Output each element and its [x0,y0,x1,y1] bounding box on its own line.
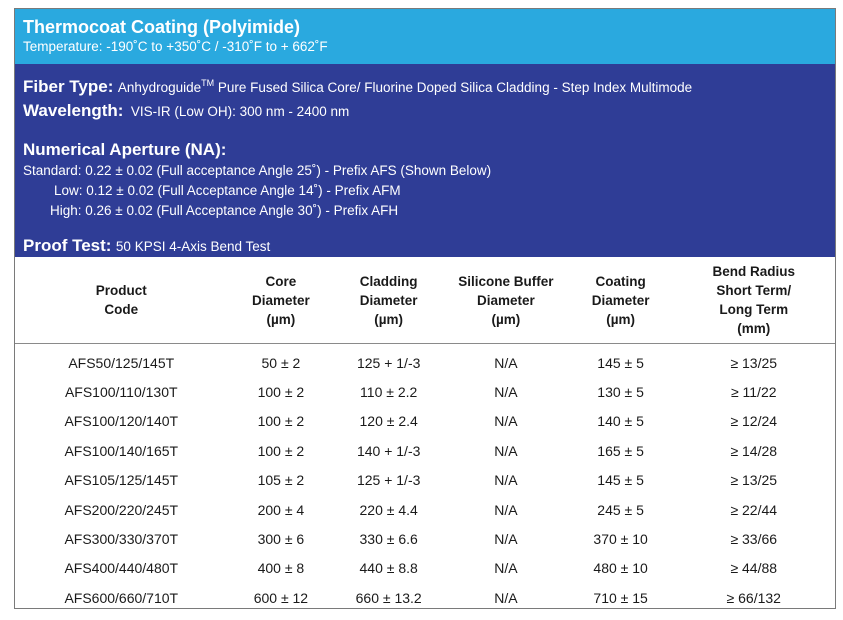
cladding-diameter-cell: 120 ± 2.4 [359,413,418,430]
coating-diameter-cell: 165 ± 5 [597,442,644,459]
bend-radius-cell: ≥ 13/25 [730,354,778,371]
na-label: Numerical Aperture (NA): [23,140,227,159]
cladding-diameter-cell: 125 + 1/-3 [356,472,421,489]
fiber-type-text: Pure Fused Silica Core/ Fluorine Doped S… [214,80,693,95]
product-code-cell: AFS105/125/145T [64,472,179,489]
wavelength-label: Wavelength: [23,101,124,120]
core-diameter-cell: 50 ± 2 [261,354,301,371]
coating-diameter-cell: 245 ± 5 [597,501,644,518]
table-row: AFS100/120/140T 100 ± 2 120 ± 2.4 N/A 14… [15,407,835,436]
coating-diameter-cell: 130 ± 5 [597,384,644,401]
table-row: AFS50/125/145T 50 ± 2 125 + 1/-3 N/A 145… [15,344,835,378]
proof-test-text: 50 KPSI 4-Axis Bend Test [115,239,271,254]
table-body: AFS50/125/145T 50 ± 2 125 + 1/-3 N/A 145… [15,344,835,609]
cladding-diameter-cell: 220 ± 4.4 [359,501,418,518]
product-code-cell: AFS100/140/165T [64,442,179,459]
bend-radius-cell: ≥ 14/28 [730,442,778,459]
cladding-diameter-cell: 440 ± 8.8 [359,560,418,577]
core-diameter-cell: 100 ± 2 [257,413,305,430]
buffer-diameter-cell: N/A [494,442,518,459]
fiber-type-line: Fiber Type: AnhydroguideTM Pure Fused Si… [23,77,692,97]
col-header-cladding-diameter: Cladding Diameter (µm) [334,257,444,344]
table-row: AFS600/660/710T 600 ± 12 660 ± 13.2 N/A … [15,583,835,608]
cladding-diameter-cell: 125 + 1/-3 [356,354,421,371]
core-diameter-cell: 105 ± 2 [257,472,305,489]
product-table: Product Code Core Diameter (µm) Cladding Dia… [15,257,835,609]
product-code-cell: AFS50/125/145T [68,354,175,371]
buffer-diameter-cell: N/A [494,501,518,518]
coating-diameter-cell: 145 ± 5 [597,472,644,489]
coating-diameter-cell: 710 ± 15 [593,589,648,606]
table-header-row: Product Code Core Diameter (µm) Cladding Dia… [15,257,835,344]
coating-diameter-cell: 480 ± 10 [593,560,648,577]
product-code-cell: AFS600/660/710T [64,589,179,606]
core-diameter-cell: 300 ± 6 [257,531,305,548]
coating-diameter-cell: 370 ± 10 [593,531,648,548]
coating-diameter-cell: 145 ± 5 [597,354,644,371]
table-row: AFS100/110/130T 100 ± 2 110 ± 2.2 N/A 13… [15,377,835,406]
product-code-cell: AFS100/120/140T [64,413,179,430]
product-code-cell: AFS200/220/245T [64,501,179,518]
spec-sheet: Thermocoat Coating (Polyimide) Temperatu… [14,8,836,609]
bend-radius-cell: ≥ 13/25 [730,472,778,489]
product-code-cell: AFS400/440/480T [64,560,179,577]
buffer-diameter-cell: N/A [494,384,518,401]
proof-test-line: Proof Test: 50 KPSI 4-Axis Bend Test [23,236,270,256]
table-row: AFS200/220/245T 200 ± 4 220 ± 4.4 N/A 24… [15,495,835,524]
fiber-info-band: Fiber Type: AnhydroguideTM Pure Fused Si… [15,64,835,257]
table-row: AFS105/125/145T 105 ± 2 125 + 1/-3 N/A 1… [15,466,835,495]
core-diameter-cell: 100 ± 2 [257,384,305,401]
core-diameter-cell: 200 ± 4 [257,501,305,518]
na-low: Low: 0.12 ± 0.02 (Full Acceptance Angle … [54,183,401,198]
table-row: AFS100/140/165T 100 ± 2 140 + 1/-3 N/A 1… [15,436,835,465]
buffer-diameter-cell: N/A [494,354,518,371]
core-diameter-cell: 100 ± 2 [257,442,305,459]
bend-radius-cell: ≥ 33/66 [730,531,778,548]
wavelength-text: VIS-IR (Low OH): 300 nm - 2400 nm [130,104,350,119]
core-diameter-cell: 400 ± 8 [257,560,305,577]
col-header-product-code: Product Code [15,257,228,344]
temperature-range: Temperature: -190˚C to +350˚C / -310˚F t… [23,39,328,54]
na-standard: Standard: 0.22 ± 0.02 (Full acceptance A… [23,163,492,178]
bend-radius-cell: ≥ 22/44 [730,501,778,518]
col-header-buffer-diameter: Silicone Buffer Diameter (µm) [443,257,569,344]
col-header-coating-diameter: Coating Diameter (µm) [568,257,673,344]
buffer-diameter-cell: N/A [494,472,518,489]
cladding-diameter-cell: 330 ± 6.6 [359,531,418,548]
table-row: AFS300/330/370T 300 ± 6 330 ± 6.6 N/A 37… [15,524,835,553]
bend-radius-cell: ≥ 44/88 [730,560,778,577]
buffer-diameter-cell: N/A [494,413,518,430]
table-row: AFS400/440/480T 400 ± 8 440 ± 8.8 N/A 48… [15,554,835,583]
buffer-diameter-cell: N/A [494,589,518,606]
col-header-bend-radius: Bend Radius Short Term/Long Term (mm) [672,257,835,344]
col-header-core-diameter: Core Diameter (µm) [227,257,335,344]
fiber-type-label: Fiber Type: [23,77,114,96]
coating-diameter-cell: 140 ± 5 [597,413,644,430]
buffer-diameter-cell: N/A [494,560,518,577]
buffer-diameter-cell: N/A [494,531,518,548]
cladding-diameter-cell: 110 ± 2.2 [360,384,418,401]
bend-radius-cell: ≥ 12/24 [730,413,778,430]
na-high: High: 0.26 ± 0.02 (Full Acceptance Angle… [50,203,399,218]
product-code-cell: AFS300/330/370T [64,531,179,548]
core-diameter-cell: 600 ± 12 [253,589,309,606]
page-title: Thermocoat Coating (Polyimide) [23,17,301,37]
cladding-diameter-cell: 660 ± 13.2 [355,589,422,606]
fiber-type-brand: Anhydroguide [117,80,202,95]
title-band: Thermocoat Coating (Polyimide) Temperatu… [15,9,835,64]
product-code-cell: AFS100/110/130T [64,384,178,401]
bend-radius-cell: ≥ 66/132 [726,589,781,606]
trademark-mark: TM [201,78,215,88]
cladding-diameter-cell: 140 + 1/-3 [356,442,421,459]
bend-radius-cell: ≥ 11/22 [730,384,777,401]
proof-test-label: Proof Test: [23,236,112,255]
wavelength-line: Wavelength: VIS-IR (Low OH): 300 nm - 24… [23,101,349,121]
